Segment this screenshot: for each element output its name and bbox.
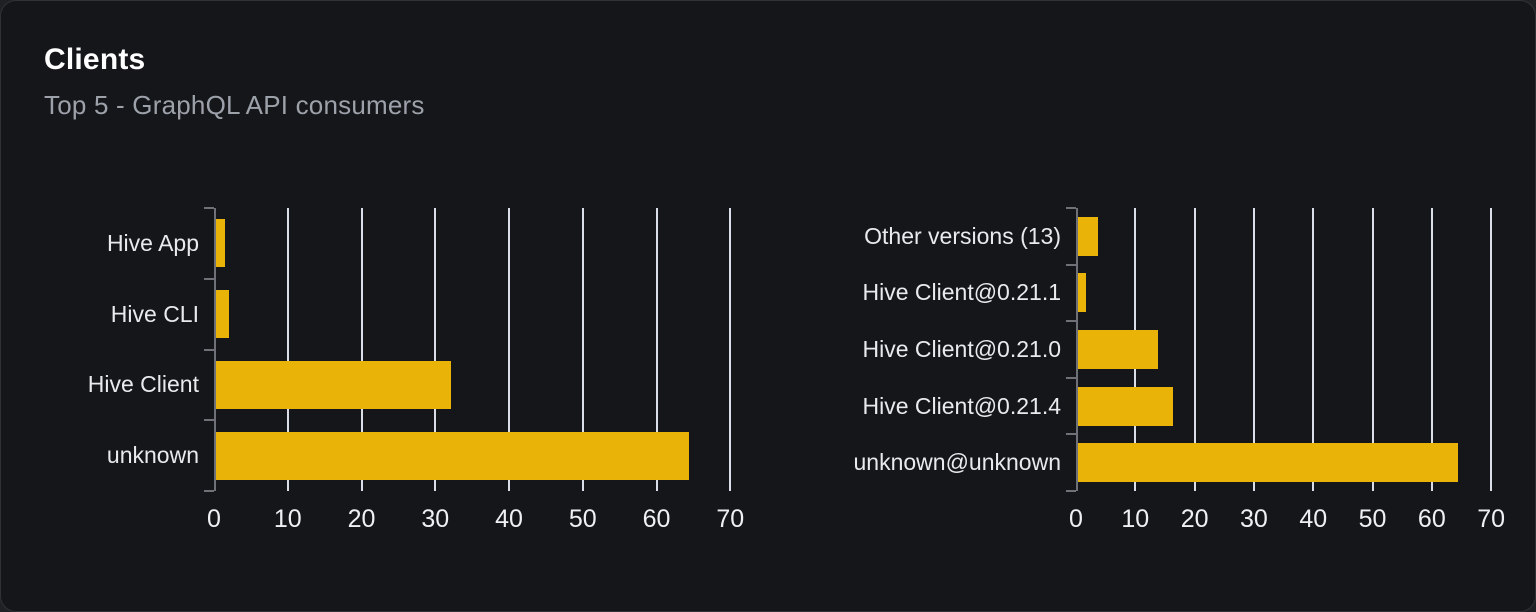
y-axis-line: [1076, 208, 1078, 491]
x-tick-label: 10: [1121, 505, 1150, 533]
x-tick-label: 70: [1477, 505, 1506, 533]
x-tick-label: 0: [1069, 505, 1083, 533]
bar-hive-client-0-21-0[interactable]: [1076, 330, 1158, 369]
x-tick-label: 0: [207, 505, 221, 533]
category-label: Hive Client@0.21.4: [862, 392, 1062, 419]
panel-title: Clients: [44, 43, 146, 76]
bar-hive-cli[interactable]: [214, 290, 230, 339]
charts-container: Hive App Hive CLI Hive Client unknown 0 10 20 3…: [44, 207, 1505, 533]
panel-header: Clients Top 5 - GraphQL API consumers: [1, 1, 1535, 121]
plot-area: 0 10 20 30 40 50 60 70: [204, 207, 745, 533]
gridline: [1490, 208, 1493, 491]
y-axis-tick: [204, 207, 214, 209]
category-label: unknown: [106, 442, 199, 469]
x-axis: 0 10 20 30 40 50 60 70: [1069, 491, 1506, 535]
x-tick-label: 70: [716, 505, 745, 533]
plot-area: 0 10 20 30 40 50 60 70: [1066, 207, 1505, 533]
y-axis-tick: [1066, 263, 1076, 266]
gridline: [1252, 208, 1255, 491]
y-axis-tick: [204, 348, 214, 351]
x-tick-label: 30: [1240, 505, 1268, 533]
gridline: [729, 208, 732, 491]
category-label: unknown@unknown: [853, 449, 1061, 476]
category-label: Hive CLI: [110, 300, 199, 327]
bar-hive-client[interactable]: [214, 360, 452, 409]
bar-hive-client-0-21-4[interactable]: [1076, 386, 1174, 426]
y-axis-tick: [204, 419, 214, 422]
x-tick-label: 60: [1417, 505, 1446, 533]
category-label: Hive App: [106, 229, 199, 256]
category-label: Hive Client@0.21.0: [862, 335, 1062, 362]
x-tick-label: 10: [273, 505, 302, 533]
category-label: Hive Client@0.21.1: [862, 279, 1062, 306]
gridline: [1371, 208, 1374, 491]
bar-hive-client-0-21-1[interactable]: [1076, 273, 1087, 313]
y-axis-tick: [1066, 320, 1076, 323]
gridline: [581, 208, 584, 491]
gridline: [286, 208, 289, 491]
category-label: Other versions (13): [864, 222, 1061, 249]
gridline: [508, 208, 510, 491]
bar-hive-app[interactable]: [214, 219, 226, 268]
x-tick-label: 50: [568, 505, 597, 533]
y-axis-tick: [204, 490, 214, 492]
category-axis: Hive App Hive CLI Hive Client unknown: [44, 208, 214, 491]
x-axis: 0 10 20 30 40 50 60 70: [207, 491, 745, 535]
x-tick-label: 50: [1358, 505, 1387, 533]
gridline: [434, 208, 437, 491]
gridline: [655, 208, 658, 491]
gridline: [1430, 208, 1433, 491]
x-tick-label: 20: [347, 505, 376, 533]
bar-chart-0: Hive App Hive CLI Hive Client unknown 0 10 20 3…: [44, 207, 745, 533]
bar-unknown[interactable]: [214, 431, 689, 480]
x-tick-label: 60: [642, 505, 671, 533]
x-tick-label: 30: [421, 505, 450, 533]
category-axis: Other versions (13) Hive Client@0.21.1 Hiv…: [846, 208, 1076, 491]
y-axis-tick: [204, 277, 214, 280]
gridline: [1312, 208, 1315, 491]
bar-unknown-unknown[interactable]: [1076, 443, 1458, 483]
bar-other-versions-13-[interactable]: [1076, 216, 1098, 256]
y-axis-tick: [1066, 207, 1076, 209]
x-tick-label: 40: [495, 505, 523, 533]
gridline: [1193, 208, 1196, 491]
y-axis-line: [214, 208, 216, 491]
panel-subtitle: Top 5 - GraphQL API consumers: [44, 90, 425, 120]
y-axis-tick: [1066, 376, 1076, 379]
x-tick-label: 20: [1180, 505, 1209, 533]
x-tick-label: 40: [1299, 505, 1328, 533]
gridline: [360, 208, 363, 491]
category-label: Hive Client: [87, 371, 199, 398]
y-axis-tick: [1066, 433, 1076, 436]
y-axis-tick: [1066, 490, 1076, 492]
bar-chart-1: Other versions (13) Hive Client@0.21.1 Hiv…: [846, 207, 1505, 533]
